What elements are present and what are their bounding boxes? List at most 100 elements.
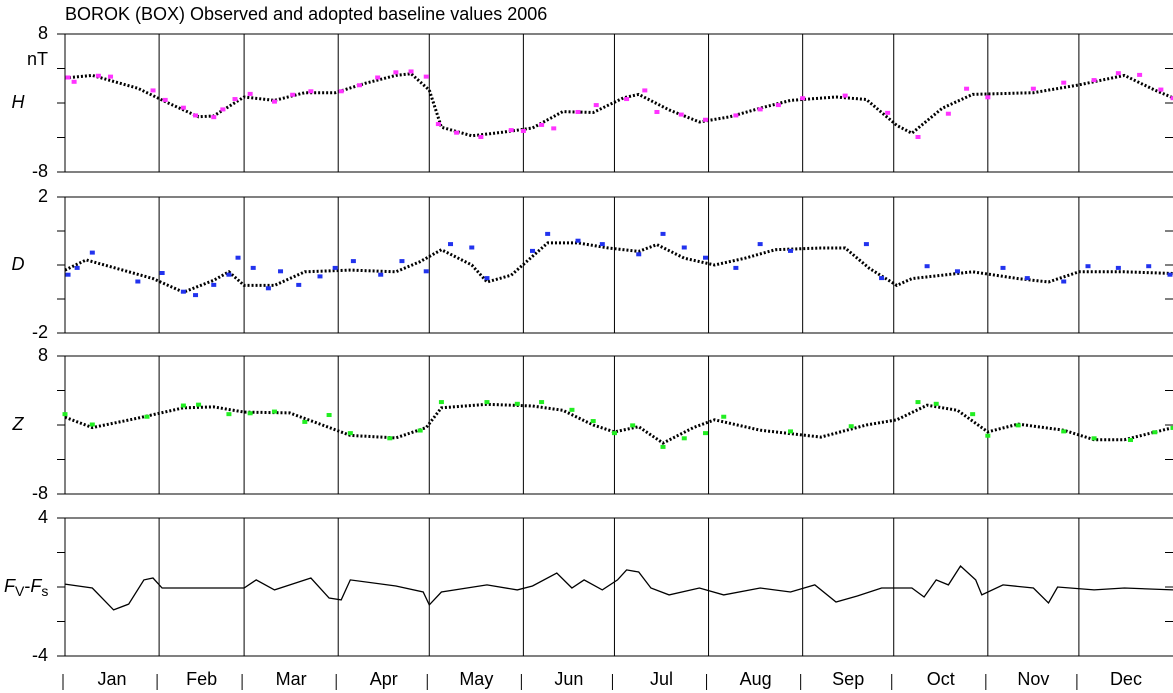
observed-point [454,130,460,135]
observed-point [1115,265,1121,270]
observed-point [569,407,575,412]
observed-point [226,412,232,417]
observed-point [1091,436,1097,441]
observed-point [964,86,970,91]
observed-point [89,250,95,255]
observed-point [733,113,739,118]
panel-frame [64,33,1173,173]
observed-point [624,97,630,102]
y-label: Z [12,414,25,434]
observed-point [247,411,253,416]
observed-point [211,282,217,287]
observed-point [220,107,226,112]
observed-point [703,117,709,122]
observed-point [211,115,217,120]
observed-point [347,431,353,436]
observed-point [1158,87,1164,92]
observed-point [302,419,308,424]
observed-point [180,289,186,294]
adopted-baseline [64,241,1173,294]
observed-point [915,135,921,139]
observed-point [775,103,781,108]
y-tick-label: 8 [38,345,48,365]
difference-line [64,564,1173,611]
observed-point [308,89,314,94]
observed-point [1091,78,1097,83]
observed-point [551,126,557,131]
y-label: FV-Fs [4,576,48,599]
observed-point [1128,438,1134,443]
observed-point [721,414,727,419]
observed-point [375,75,381,80]
observed-point [196,402,202,407]
observed-point [235,255,241,260]
adopted-baseline [64,72,1173,138]
month-label: Feb [186,669,217,689]
observed-point [636,252,642,257]
observed-point [642,88,648,93]
observed-point [539,400,545,405]
observed-point [590,419,596,424]
observed-point [438,400,444,405]
y-label-part: - [24,576,30,596]
observed-point [985,95,991,100]
panel-frame [64,196,1173,334]
month-label: May [459,669,493,689]
month-label: Nov [1017,669,1049,689]
observed-point [180,105,186,110]
observed-point [278,269,284,274]
panel-frame [64,355,1173,495]
observed-point [733,265,739,270]
observed-point [985,433,991,438]
observed-point [338,89,344,94]
observed-point [703,431,709,436]
observed-point [703,255,709,260]
observed-point [630,423,636,428]
y-tick-label: 8 [38,23,48,43]
observed-point [681,436,687,441]
observed-point [469,245,475,250]
observed-point [1015,423,1021,428]
observed-point [1146,264,1152,269]
observed-point [529,248,535,253]
y-label-part: F [30,576,42,596]
observed-point [660,231,666,236]
observed-point [317,274,323,279]
observed-point [250,265,256,270]
observed-point [71,79,77,84]
observed-point [108,74,114,79]
y-tick-label: -8 [32,483,48,503]
observed-point [508,128,514,133]
observed-point [265,286,271,291]
observed-point [1167,272,1173,277]
observed-point [593,103,599,108]
y-unit: nT [27,49,48,69]
observed-point [915,400,921,405]
observed-point [423,269,429,274]
observed-point [232,97,238,102]
observed-point [1061,429,1067,434]
observed-point [611,431,617,436]
observed-point [879,276,885,281]
observed-point [1170,96,1173,101]
observed-point [193,113,199,118]
panel-frame [64,517,1173,657]
observed-point [89,422,95,427]
observed-point [1061,279,1067,284]
observed-point [575,109,581,114]
month-label: Jan [98,669,127,689]
observed-point [326,413,332,418]
y-label-part: V [15,583,25,599]
observed-point [945,111,951,116]
observed-point [757,242,763,247]
month-label: Oct [927,669,955,689]
month-label: Jun [554,669,583,689]
observed-point [1170,425,1173,430]
y-tick-label: -8 [32,161,48,181]
observed-point [520,128,526,133]
observed-point [159,271,165,275]
y-tick-label: 2 [38,186,48,206]
observed-point [387,436,393,441]
